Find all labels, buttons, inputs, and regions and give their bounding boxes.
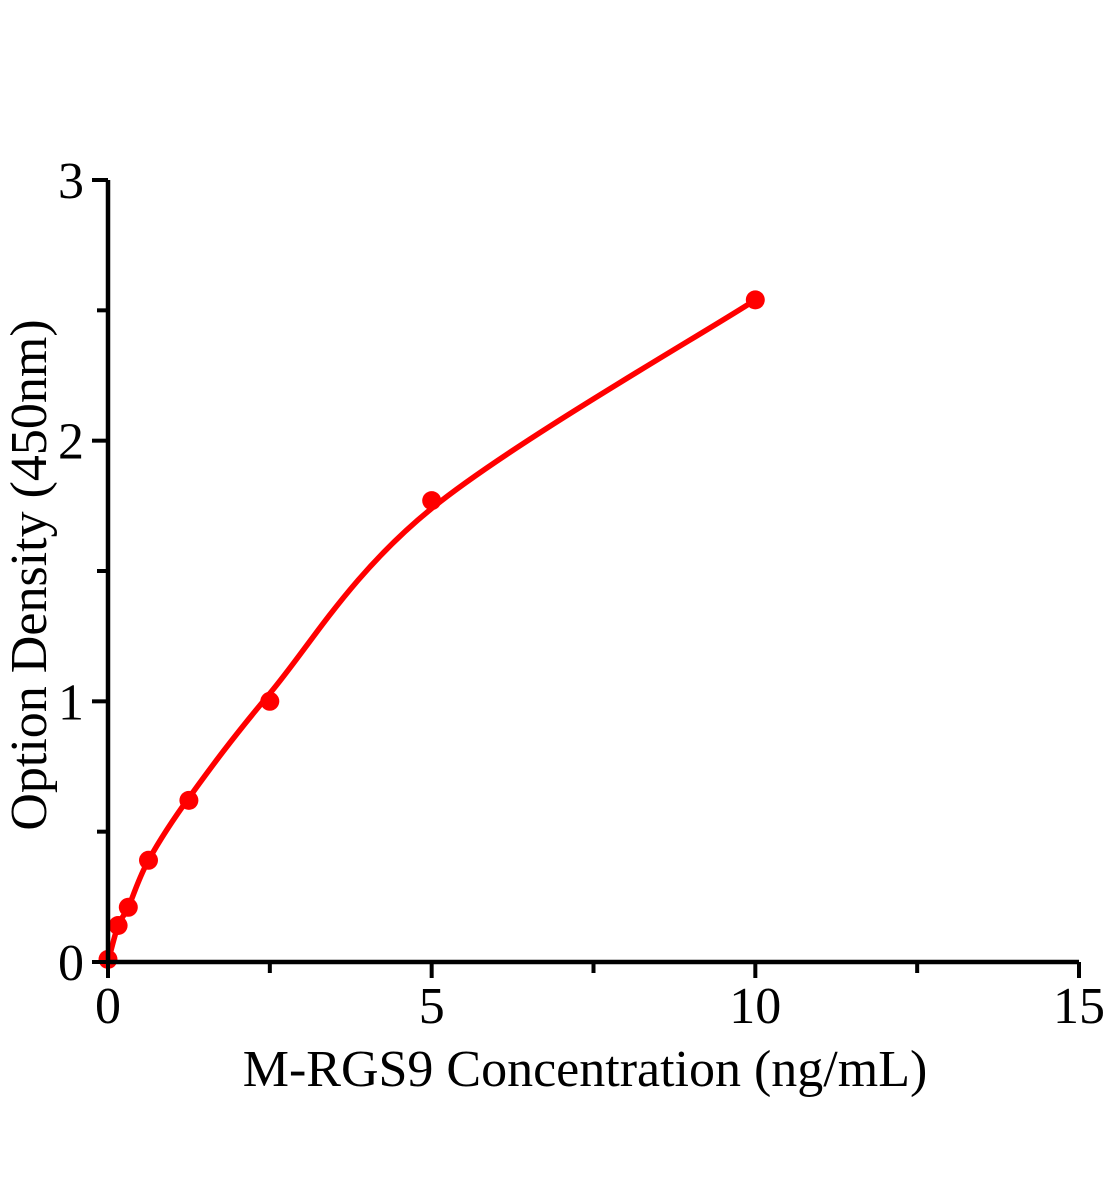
x-tick-label: 5 <box>419 978 445 1035</box>
y-tick-label: 0 <box>58 935 84 992</box>
data-point <box>108 916 128 935</box>
tick-labels: 0 5 10 15 0 1 2 3 <box>58 153 1104 1035</box>
data-point <box>260 691 280 711</box>
data-point <box>422 491 442 511</box>
standard-curve-series <box>98 290 765 969</box>
x-tick-label: 0 <box>95 978 121 1035</box>
y-tick-label: 2 <box>58 414 84 471</box>
data-points <box>98 290 765 969</box>
x-tick-label: 10 <box>729 978 781 1035</box>
x-axis-title: M-RGS9 Concentration (ng/mL) <box>243 1041 928 1098</box>
data-point <box>179 790 199 810</box>
y-tick-label: 1 <box>58 674 84 731</box>
data-point <box>118 897 138 917</box>
data-point <box>745 290 765 310</box>
data-point <box>139 850 158 870</box>
axis-spines <box>105 180 1079 965</box>
y-axis-title: Option Density (450nm) <box>1 319 58 830</box>
fit-curve <box>105 297 759 965</box>
x-tick-label: 15 <box>1053 978 1104 1035</box>
axis-ticks <box>92 178 1081 978</box>
y-tick-label: 3 <box>58 153 84 210</box>
